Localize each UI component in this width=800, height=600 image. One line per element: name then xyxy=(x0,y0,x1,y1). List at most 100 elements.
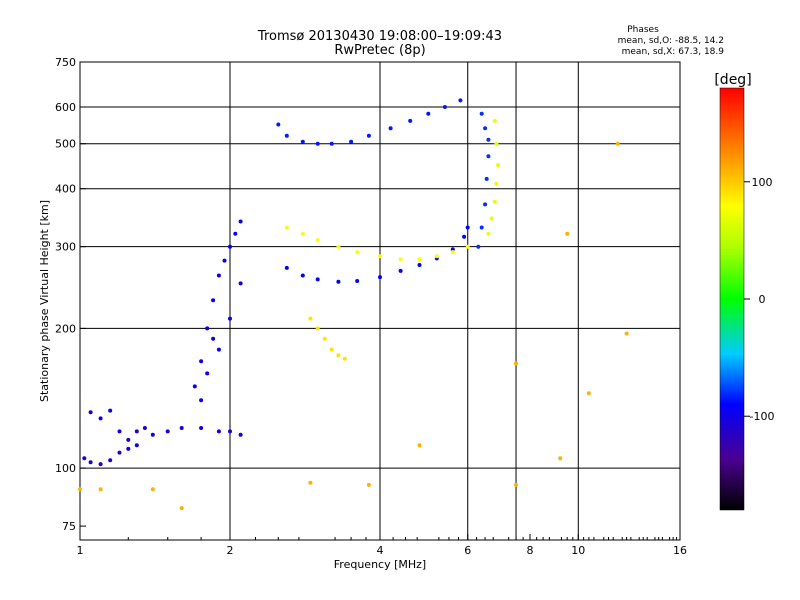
data-point xyxy=(336,244,341,249)
data-point xyxy=(98,487,103,492)
data-point xyxy=(417,263,422,267)
data-point xyxy=(565,231,570,236)
data-point xyxy=(98,462,103,467)
data-point xyxy=(514,482,518,487)
data-point xyxy=(465,244,470,249)
data-point xyxy=(78,487,82,492)
data-point xyxy=(150,432,155,437)
data-point xyxy=(300,139,305,144)
data-point xyxy=(98,416,103,421)
data-point xyxy=(486,154,491,159)
data-point xyxy=(199,359,204,364)
data-point xyxy=(615,141,620,146)
data-point xyxy=(192,384,197,389)
data-point xyxy=(483,126,488,131)
data-point xyxy=(211,336,216,341)
data-point xyxy=(315,238,320,243)
phase-stats-o: mean, sd,O: -88.5, 14.2 xyxy=(618,36,724,46)
data-point xyxy=(315,141,320,146)
data-point xyxy=(349,139,354,144)
data-point xyxy=(366,482,371,487)
y-tick-label: 300 xyxy=(55,241,76,254)
data-point xyxy=(378,275,382,280)
data-point xyxy=(134,443,139,448)
data-point xyxy=(366,133,371,138)
data-point xyxy=(336,353,341,358)
data-point xyxy=(624,331,629,336)
data-point xyxy=(228,244,232,249)
data-point xyxy=(329,347,334,352)
data-point xyxy=(216,429,221,434)
x-tick-label: 16 xyxy=(673,544,687,557)
data-point xyxy=(315,277,320,282)
data-point xyxy=(108,408,113,413)
data-points xyxy=(78,98,629,511)
data-point xyxy=(150,487,155,492)
data-point xyxy=(284,265,289,270)
data-point xyxy=(398,268,403,273)
y-tick-label: 200 xyxy=(55,322,76,335)
data-point xyxy=(238,281,243,286)
data-point xyxy=(179,506,184,511)
y-tick-label: 750 xyxy=(55,56,76,69)
data-point xyxy=(417,257,422,262)
x-tick-label: 6 xyxy=(464,544,471,557)
colorbar-ticks: 100 0 -100 xyxy=(744,176,774,423)
data-point xyxy=(398,257,403,262)
data-point xyxy=(586,391,591,396)
data-point xyxy=(492,199,497,204)
x-axis-label: Frequency [MHz] xyxy=(334,558,426,571)
data-point xyxy=(494,181,499,186)
y-tick-label: 500 xyxy=(55,138,76,151)
data-point xyxy=(199,426,204,430)
data-point xyxy=(216,273,221,278)
colorbar-label: [deg] xyxy=(714,72,751,88)
colorbar-tick-label: -100 xyxy=(750,410,775,423)
data-point xyxy=(486,231,491,236)
data-point xyxy=(82,456,87,461)
data-point xyxy=(479,225,484,230)
data-point xyxy=(408,118,413,123)
data-point xyxy=(276,122,281,127)
data-point xyxy=(492,118,497,123)
y-tick-label: 400 xyxy=(55,183,76,196)
data-point xyxy=(199,398,204,403)
data-point xyxy=(514,361,518,366)
data-point xyxy=(336,279,341,284)
grid xyxy=(80,62,680,540)
data-point xyxy=(108,458,113,463)
data-point xyxy=(342,356,347,361)
y-axis-label: Stationary phase Virtual Height [km] xyxy=(38,200,51,402)
x-tick-label: 1 xyxy=(77,544,84,557)
data-point xyxy=(355,250,360,255)
data-point xyxy=(165,429,170,434)
data-point xyxy=(388,126,393,131)
data-point xyxy=(489,216,494,221)
data-point xyxy=(216,347,221,352)
x-tick-label: 4 xyxy=(377,544,384,557)
colorbar-tick-label: 100 xyxy=(752,176,773,189)
data-point xyxy=(426,111,431,116)
data-point xyxy=(442,105,447,109)
data-point xyxy=(88,410,93,415)
data-point xyxy=(476,244,481,249)
x-tick-label: 2 xyxy=(227,544,234,557)
chart-subtitle: RwPretec (8p) xyxy=(334,43,425,58)
x-tick-label: 8 xyxy=(527,544,534,557)
data-point xyxy=(117,429,122,434)
data-point xyxy=(308,480,313,485)
data-point xyxy=(484,176,489,181)
data-point xyxy=(117,450,122,455)
data-point xyxy=(233,231,238,236)
data-point xyxy=(558,456,563,461)
data-point xyxy=(228,316,232,321)
y-tick-label: 100 xyxy=(55,462,76,475)
data-point xyxy=(205,326,210,331)
axis-ticks: 1 2 4 6 8 10 16 75 100 200 300 400 500 600 750 xyxy=(55,56,687,557)
data-point xyxy=(284,225,289,230)
data-point xyxy=(458,98,463,103)
colorbar xyxy=(719,87,745,511)
data-point xyxy=(450,250,455,255)
data-point xyxy=(284,133,289,138)
